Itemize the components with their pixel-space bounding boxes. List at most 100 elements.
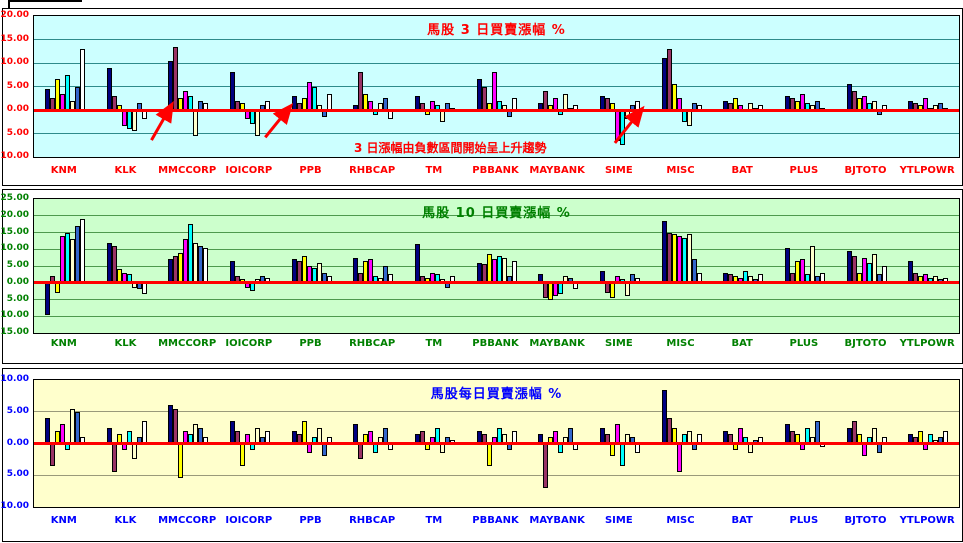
x-tick-label-bjtoto: BJTOTO [844,338,887,349]
x-tick-label-misc: MISC [666,165,695,176]
bar-KNM-s1 [44,282,50,315]
bar-KNM-s4 [59,424,65,444]
zero-axis-line [34,442,959,445]
x-tick-label-bjtoto: BJTOTO [844,515,887,526]
plot-area-10day: 馬股 10 日買賣漲幅 % [33,198,960,334]
x-tick-label-bjtoto: BJTOTO [844,165,887,176]
x-tick-label-bat: BAT [731,165,753,176]
x-tick-label-klk: KLK [114,338,137,349]
x-axis-10day: KNM KLK MMCCORP IOICORP PPB RHBCAP TM PBBANK MAY… [33,338,958,352]
x-tick-label-ytlpowr: YTLPOWR [899,515,955,526]
y-axis-3day: 20.00 15.00 10.00 5.00 0.00 5.00 10.00 [0,10,31,161]
x-tick-label-tm: TM [425,338,443,349]
x-tick-label-sime: SIME [604,165,633,176]
y-tick-label: 5.00 [6,260,29,270]
y-tick-label: 15.00 [0,33,29,44]
chart-panel-10day: 25.00 20.00 15.00 10.00 5.00 0.00 5.00 10.00 15.… [0,189,963,364]
plot-area-3day: 馬股 3 日買賣漲幅 % 3 日漲幅由負數區間開始呈上升趨勢 [33,15,960,158]
x-tick-label-plus: PLUS [789,338,819,349]
gridline [34,39,959,40]
bar-MMCCORP-s2 [173,408,179,444]
bar-SIME-s4 [614,424,620,444]
x-tick-label-bat: BAT [731,338,753,349]
x-tick-label-knm: KNM [50,515,77,526]
bar-IOICORP-s3 [239,443,245,466]
chart-panel-daily: 10.00 5.00 0.00 5.00 10.00 馬股每日買賣漲幅 % KNM KLK… [1,368,963,542]
x-tick-label-ioicorp: IOICORP [225,338,273,349]
y-axis-daily: 10.00 5.00 0.00 5.00 10.00 [1,374,31,511]
chart-title-daily: 馬股每日買賣漲幅 % [430,387,563,402]
y-tick-label: 0.00 [6,104,29,114]
zero-axis-line [34,108,959,112]
gridline [34,62,959,64]
bar-TM-s6 [439,110,445,122]
x-tick-label-ytlpowr: YTLPOWR [899,165,955,176]
window-edge-mark [8,0,82,9]
x-tick-label-klk: KLK [114,165,137,176]
y-tick-label: 10.00 [0,310,29,321]
y-tick-label: 15.00 [0,327,29,337]
x-tick-label-pbbank: PBBANK [472,165,519,176]
gridline [34,215,959,217]
y-tick-label: 0.00 [6,437,29,448]
gridline [34,232,959,233]
bar-KLK-s6 [131,110,137,132]
bar-KNM-s3 [54,282,60,293]
x-tick-label-plus: PLUS [789,515,819,526]
x-tick-label-ppb: PPB [299,165,322,176]
bar-PBBANK-s3 [486,443,492,466]
x-tick-label-knm: KNM [50,165,77,176]
x-axis-3day: KNM KLK MMCCORP IOICORP PPB RHBCAP TM PBBANK MAY… [33,165,958,179]
y-tick-label: 10.00 [0,57,29,67]
x-axis-daily: KNM KLK MMCCORP IOICORP PPB RHBCAP TM PBBANK MAY… [33,515,958,529]
bar-MAYBANK-s5 [558,282,564,295]
x-tick-label-pbbank: PBBANK [472,338,519,349]
y-tick-label: 10.00 [0,243,29,254]
y-tick-label: 15.00 [0,226,29,237]
x-tick-label-maybank: MAYBANK [529,338,585,349]
x-tick-label-mmccorp: MMCCORP [158,515,217,526]
bar-KNM-s1 [44,418,50,444]
y-tick-label: 5.00 [6,80,29,91]
bar-PLUS-s7 [814,421,820,444]
gridline [34,411,959,413]
bar-SIME-s3 [609,443,615,457]
bar-KNM-s8 [79,219,85,283]
bar-SIME-s5 [619,443,625,466]
y-tick-label: 0.00 [6,276,29,287]
gridline [34,315,959,317]
x-tick-label-sime: SIME [604,338,633,349]
y-tick-label: 10.00 [0,151,29,161]
bar-MMCCORP-s3 [178,443,184,479]
x-tick-label-misc: MISC [666,338,695,349]
x-tick-label-rhbcap: RHBCAP [349,515,396,526]
y-axis-10day: 25.00 20.00 15.00 10.00 5.00 0.00 5.00 10.00 15.… [0,193,31,337]
bar-SIME-s3 [609,282,615,298]
x-tick-label-ppb: PPB [299,515,322,526]
y-tick-label: 5.00 [6,127,29,138]
y-tick-label: 5.00 [6,469,29,480]
bar-MISC-s6 [686,110,692,127]
bar-PPB-s3 [301,421,307,444]
bar-KLK-s2 [111,443,117,473]
bar-RHBCAP-s2 [358,443,364,460]
chart-title-10day: 馬股 10 日買賣漲幅 % [422,206,571,221]
bar-KLK-s6 [131,443,137,460]
gridline [34,248,959,250]
x-tick-label-plus: PLUS [789,165,819,176]
x-tick-label-tm: TM [425,515,443,526]
bar-KNM-s2 [49,443,55,466]
bar-MMCCORP-s8 [203,247,209,283]
bar-PBBANK-s8 [511,260,517,283]
bar-RHBCAP-s1 [353,424,359,444]
x-tick-label-maybank: MAYBANK [529,165,585,176]
x-tick-label-knm: KNM [50,338,77,349]
bar-BJTOTO-s8 [881,266,887,283]
x-tick-label-rhbcap: RHBCAP [349,165,396,176]
gridline [34,474,959,476]
x-tick-label-sime: SIME [604,515,633,526]
zero-axis-line [34,281,959,285]
x-tick-label-tm: TM [425,165,443,176]
chart-title-3day: 馬股 3 日買賣漲幅 % [427,23,566,38]
y-tick-label: 5.00 [6,405,29,416]
